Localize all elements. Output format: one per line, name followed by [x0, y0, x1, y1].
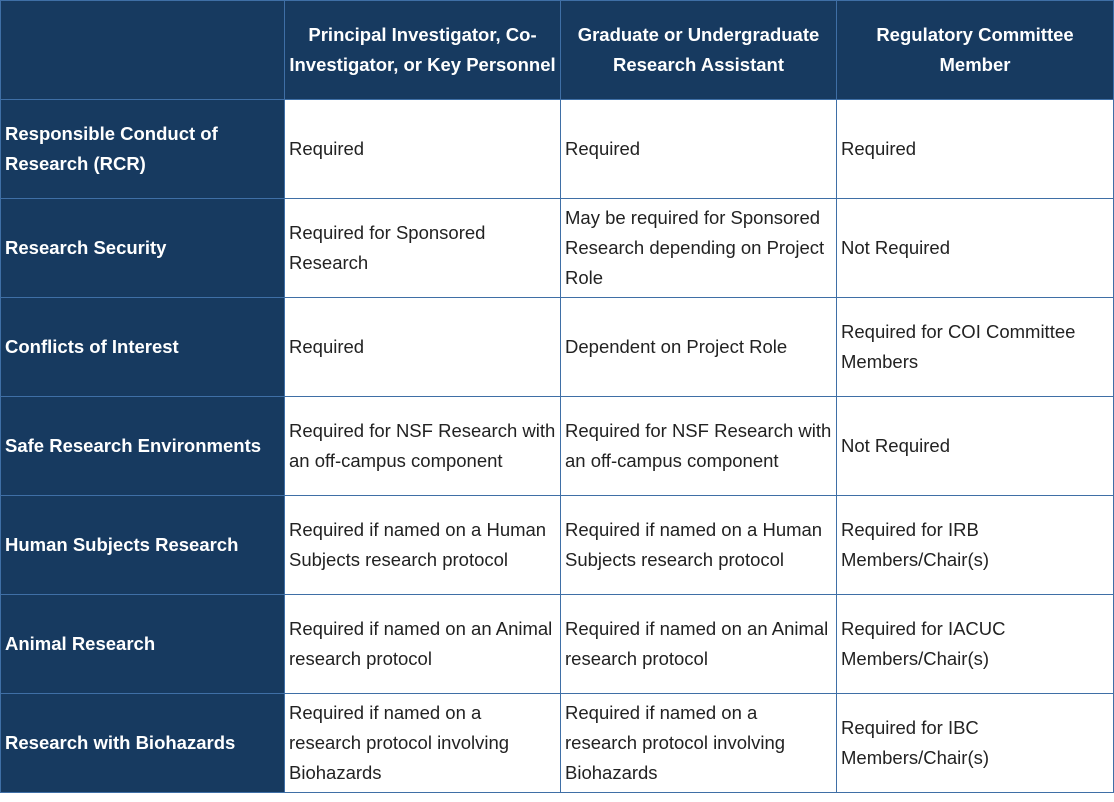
table-row: Animal Research Required if named on an A…: [0, 594, 1114, 694]
table-cell: Required: [836, 99, 1114, 199]
table-cell: Required: [560, 99, 837, 199]
column-header: Principal Investigator, Co-Investigator,…: [284, 0, 561, 100]
table-row: Conflicts of Interest Required Dependent o…: [0, 297, 1114, 397]
row-header: Safe Research Environments: [0, 396, 285, 496]
table-row: Human Subjects Research Required if named…: [0, 495, 1114, 595]
table-cell: Required if named on a Human Subjects re…: [560, 495, 837, 595]
table-cell: Required: [284, 99, 561, 199]
table-cell: Dependent on Project Role: [560, 297, 837, 397]
column-header: Regulatory Committee Member: [836, 0, 1114, 100]
table-cell: Not Required: [836, 396, 1114, 496]
table-cell: Required if named on an Animal research …: [560, 594, 837, 694]
table-row: Research Security Required for Sponsored …: [0, 198, 1114, 298]
row-header: Research with Biohazards: [0, 693, 285, 793]
table-cell: Required if named on a research protocol…: [284, 693, 561, 793]
table-cell: Required if named on an Animal research …: [284, 594, 561, 694]
table-cell: Required for IBC Members/Chair(s): [836, 693, 1114, 793]
table-cell: May be required for Sponsored Research d…: [560, 198, 837, 298]
table-row: Safe Research Environments Required for N…: [0, 396, 1114, 496]
row-header: Human Subjects Research: [0, 495, 285, 595]
table-cell: Required if named on a Human Subjects re…: [284, 495, 561, 595]
column-header: Graduate or Undergraduate Research Assis…: [560, 0, 837, 100]
table-cell: Required: [284, 297, 561, 397]
table-cell: Required for NSF Research with an off-ca…: [560, 396, 837, 496]
row-header: Responsible Conduct of Research (RCR): [0, 99, 285, 199]
table-cell: Not Required: [836, 198, 1114, 298]
table-cell: Required for IRB Members/Chair(s): [836, 495, 1114, 595]
table-cell: Required for Sponsored Research: [284, 198, 561, 298]
row-header: Research Security: [0, 198, 285, 298]
table-cell: Required for IACUC Members/Chair(s): [836, 594, 1114, 694]
table-cell: Required for COI Committee Members: [836, 297, 1114, 397]
table-row: Research with Biohazards Required if name…: [0, 693, 1114, 793]
corner-cell: [0, 0, 285, 100]
header-row: Principal Investigator, Co-Investigator,…: [0, 0, 1114, 100]
row-header: Conflicts of Interest: [0, 297, 285, 397]
table-cell: Required for NSF Research with an off-ca…: [284, 396, 561, 496]
table-cell: Required if named on a research protocol…: [560, 693, 837, 793]
table-row: Responsible Conduct of Research (RCR) Req…: [0, 99, 1114, 199]
row-header: Animal Research: [0, 594, 285, 694]
